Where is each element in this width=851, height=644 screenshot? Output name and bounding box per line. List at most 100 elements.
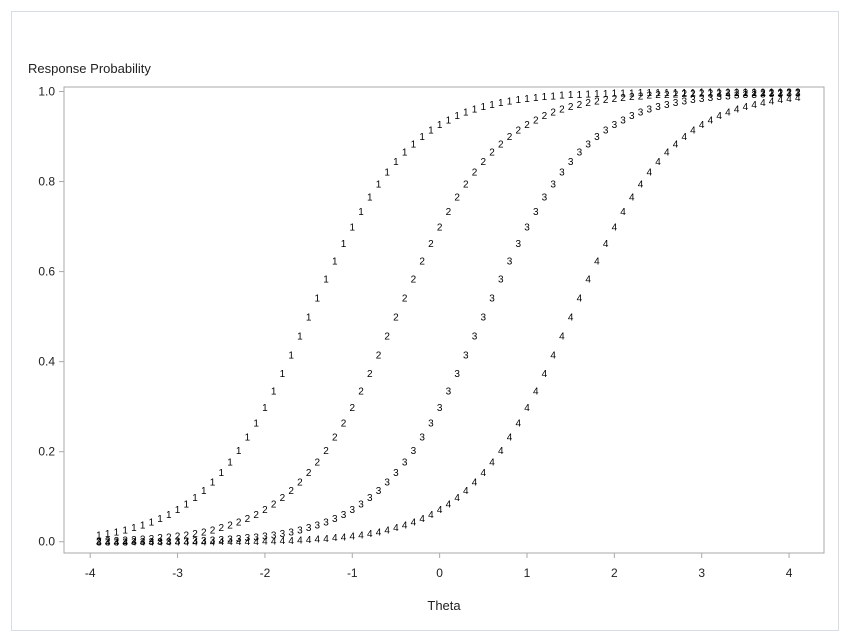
data-point-1: 1 [489, 100, 495, 111]
data-point-1: 1 [341, 239, 347, 250]
data-point-4: 4 [315, 535, 321, 546]
data-point-3: 3 [585, 139, 591, 150]
data-point-4: 4 [358, 530, 364, 541]
data-point-1: 1 [638, 88, 644, 99]
data-point-3: 3 [306, 523, 312, 534]
data-point-3: 3 [734, 91, 740, 102]
data-point-2: 2 [795, 88, 801, 99]
data-point-1: 1 [166, 510, 172, 521]
data-point-4: 4 [332, 533, 338, 544]
data-point-2: 2 [227, 521, 233, 532]
data-point-4: 4 [743, 102, 749, 113]
data-point-2: 2 [315, 458, 321, 469]
data-point-4: 4 [140, 538, 146, 549]
data-point-2: 2 [192, 529, 198, 540]
data-point-1: 1 [472, 105, 478, 116]
data-point-4: 4 [507, 433, 513, 444]
data-point-3: 3 [122, 537, 128, 548]
data-point-3: 3 [166, 537, 172, 548]
data-point-4: 4 [157, 538, 163, 549]
x-tick-label: 2 [611, 566, 618, 580]
data-point-1: 1 [227, 458, 233, 469]
data-point-1: 1 [367, 193, 373, 204]
data-point-3: 3 [341, 510, 347, 521]
data-point-1: 1 [760, 88, 766, 99]
data-point-3: 3 [149, 537, 155, 548]
x-tick-label: -2 [260, 566, 271, 580]
data-point-4: 4 [349, 531, 355, 542]
data-point-3: 3 [559, 168, 565, 179]
data-point-3: 3 [411, 446, 417, 457]
data-point-1: 1 [184, 500, 190, 511]
data-point-3: 3 [253, 532, 259, 543]
data-point-3: 3 [271, 530, 277, 541]
data-point-3: 3 [114, 537, 120, 548]
data-point-1: 1 [271, 386, 277, 397]
data-point-3: 3 [751, 90, 757, 101]
data-point-2: 2 [673, 89, 679, 100]
data-point-4: 4 [638, 179, 644, 190]
data-point-4: 4 [786, 94, 792, 105]
data-point-4: 4 [542, 369, 548, 380]
data-point-3: 3 [358, 500, 364, 511]
data-point-3: 3 [463, 351, 469, 362]
data-point-1: 1 [210, 478, 216, 489]
data-point-2: 2 [760, 88, 766, 99]
data-point-2: 2 [699, 89, 705, 100]
data-point-3: 3 [690, 95, 696, 106]
y-tick-label: 1.0 [38, 85, 55, 99]
data-point-3: 3 [577, 148, 583, 159]
data-point-3: 3 [105, 537, 111, 548]
data-point-1: 1 [376, 179, 382, 190]
data-point-3: 3 [743, 90, 749, 101]
data-point-3: 3 [157, 537, 163, 548]
data-point-3: 3 [481, 313, 487, 324]
data-point-2: 2 [472, 168, 478, 179]
data-point-1: 1 [603, 89, 609, 100]
data-point-2: 2 [743, 88, 749, 99]
data-point-4: 4 [655, 157, 661, 168]
data-point-1: 1 [594, 89, 600, 100]
data-point-4: 4 [367, 529, 373, 540]
data-point-4: 4 [585, 275, 591, 286]
data-point-4: 4 [708, 115, 714, 126]
data-point-4: 4 [577, 294, 583, 305]
data-point-4: 4 [227, 537, 233, 548]
data-point-2: 2 [367, 369, 373, 380]
data-point-2: 2 [262, 505, 268, 516]
data-point-3: 3 [262, 531, 268, 542]
data-point-2: 2 [323, 446, 329, 457]
data-point-2: 2 [489, 148, 495, 159]
data-point-3: 3 [533, 207, 539, 218]
data-point-4: 4 [524, 403, 530, 414]
y-tick-label: 0.8 [38, 175, 55, 189]
data-point-2: 2 [638, 91, 644, 102]
data-point-3: 3 [140, 537, 146, 548]
data-point-4: 4 [716, 111, 722, 122]
data-point-3: 3 [280, 529, 286, 540]
x-tick-label: -4 [85, 566, 96, 580]
data-point-4: 4 [166, 538, 172, 549]
data-point-4: 4 [428, 510, 434, 521]
data-point-2: 2 [175, 531, 181, 542]
data-point-2: 2 [708, 88, 714, 99]
data-point-4: 4 [550, 351, 556, 362]
data-point-1: 1 [358, 207, 364, 218]
data-point-1: 1 [114, 527, 120, 538]
data-point-1: 1 [716, 88, 722, 99]
data-point-1: 1 [288, 351, 294, 362]
data-point-4: 4 [629, 193, 635, 204]
data-point-3: 3 [708, 93, 714, 104]
data-point-1: 1 [559, 91, 565, 102]
data-point-1: 1 [175, 505, 181, 516]
data-point-1: 1 [533, 93, 539, 104]
data-point-4: 4 [489, 458, 495, 469]
data-point-1: 1 [708, 88, 714, 99]
data-point-3: 3 [550, 179, 556, 190]
data-point-4: 4 [419, 514, 425, 525]
data-point-2: 2 [594, 96, 600, 107]
data-point-1: 1 [297, 332, 303, 343]
data-point-2: 2 [585, 98, 591, 109]
data-point-3: 3 [245, 533, 251, 544]
